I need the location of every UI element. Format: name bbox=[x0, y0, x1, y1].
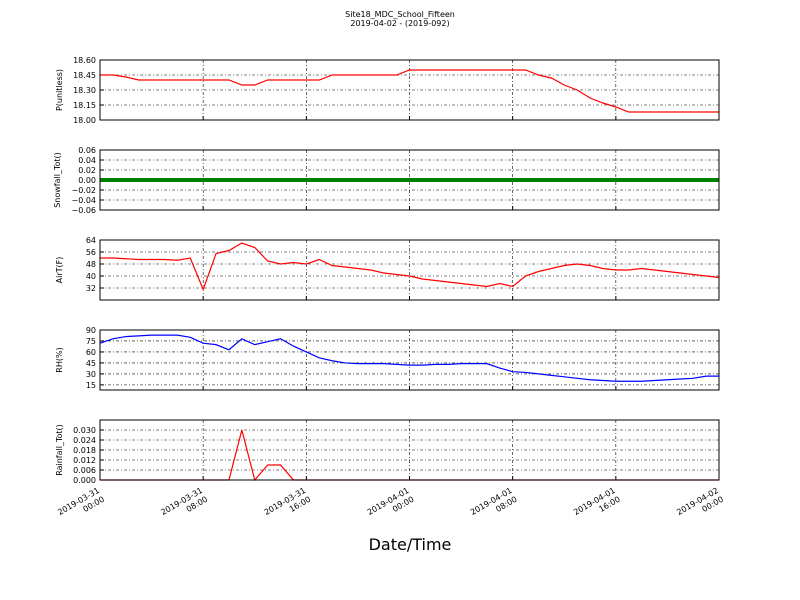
x-tick-label: 2019-04-0108:00 bbox=[469, 486, 519, 526]
y-axis-label: RH(%) bbox=[55, 347, 64, 372]
y-axis-label: Snowfall_Tot() bbox=[53, 152, 62, 208]
y-tick-label: 45 bbox=[86, 359, 96, 368]
data-line bbox=[100, 242, 719, 292]
y-tick-label: 30 bbox=[86, 370, 96, 379]
x-tick-label: 2019-04-0200:00 bbox=[675, 486, 725, 526]
y-tick-label: 32 bbox=[86, 284, 96, 293]
y-tick-label: 48 bbox=[86, 260, 96, 269]
axes-frame bbox=[99, 149, 720, 211]
axes-frame bbox=[99, 329, 720, 391]
x-tick-label: 2019-03-3100:00 bbox=[56, 486, 106, 526]
y-tick-label: 0.012 bbox=[73, 456, 96, 465]
data-line bbox=[100, 69, 719, 113]
y-tick-label: −0.02 bbox=[71, 186, 96, 195]
axes-frame bbox=[99, 59, 720, 121]
x-tick-label: 2019-04-0116:00 bbox=[572, 486, 622, 526]
y-tick-label: −0.06 bbox=[71, 206, 96, 215]
y-tick-label: 40 bbox=[86, 272, 96, 281]
y-tick-label: 75 bbox=[86, 337, 96, 346]
x-tick-label: 2019-03-3108:00 bbox=[159, 486, 209, 526]
data-line bbox=[100, 334, 719, 382]
y-tick-label: 0.02 bbox=[78, 166, 96, 175]
y-tick-label: 0.006 bbox=[73, 466, 96, 475]
y-tick-label: 90 bbox=[86, 326, 96, 335]
y-tick-label: 15 bbox=[86, 381, 96, 390]
y-axis-label: P(unitless) bbox=[55, 69, 64, 111]
x-axis-label: Date/Time bbox=[369, 535, 452, 554]
y-tick-label: −0.04 bbox=[71, 196, 96, 205]
y-tick-label: 18.45 bbox=[73, 71, 96, 80]
y-tick-label: 18.30 bbox=[73, 86, 96, 95]
y-axis-label: Rainfall_Tot() bbox=[55, 424, 64, 476]
axes-frame bbox=[99, 239, 720, 301]
y-tick-label: 0.04 bbox=[78, 156, 96, 165]
y-tick-label: 64 bbox=[86, 236, 96, 245]
y-tick-label: 18.00 bbox=[73, 116, 96, 125]
x-tick-label: 2019-03-3116:00 bbox=[263, 486, 313, 526]
y-tick-label: 0.018 bbox=[73, 446, 96, 455]
y-tick-label: 0.06 bbox=[78, 146, 96, 155]
chart-title: Site18_MDC_School_Fifteen bbox=[345, 10, 455, 19]
y-tick-label: 0.00 bbox=[78, 176, 96, 185]
chart-subtitle: 2019-04-02 - (2019-092) bbox=[350, 19, 449, 28]
y-tick-label: 0.024 bbox=[73, 436, 96, 445]
y-axis-label: AirT(F) bbox=[55, 257, 64, 284]
x-tick-label: 2019-04-0100:00 bbox=[366, 486, 416, 526]
y-tick-label: 0.030 bbox=[73, 426, 96, 435]
y-tick-label: 18.15 bbox=[73, 101, 96, 110]
y-tick-label: 60 bbox=[86, 348, 96, 357]
y-tick-label: 56 bbox=[86, 248, 96, 257]
y-tick-label: 0.000 bbox=[73, 476, 96, 485]
y-tick-label: 18.60 bbox=[73, 56, 96, 65]
axes-frame bbox=[99, 419, 720, 481]
